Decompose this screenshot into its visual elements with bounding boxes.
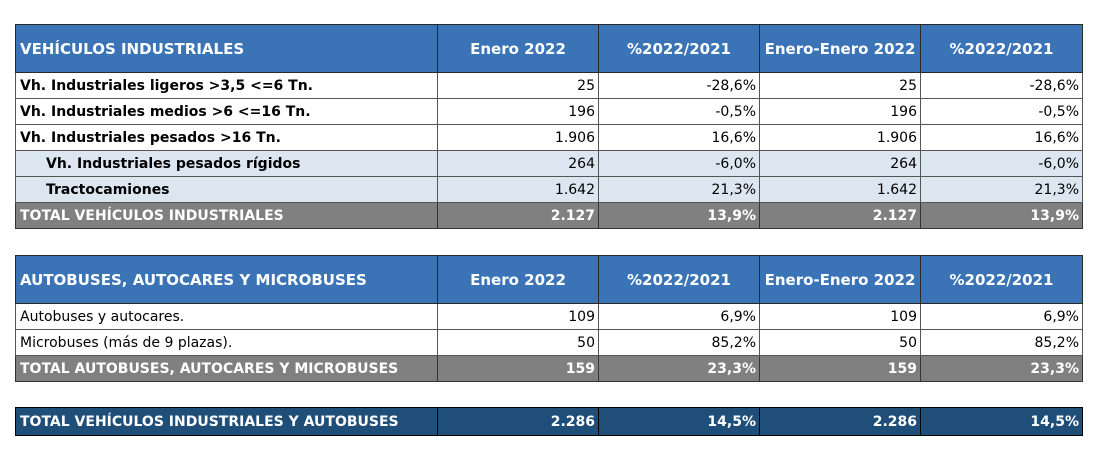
total-value: 23,3% <box>920 355 1083 382</box>
total-value: 13,9% <box>598 202 760 229</box>
cell-value: 1.642 <box>437 176 599 203</box>
cell-value: 1.906 <box>437 124 599 151</box>
row-label: Vh. Industriales pesados rígidos <box>15 150 438 177</box>
section-title: VEHÍCULOS INDUSTRIALES <box>15 24 438 73</box>
total-value: 23,3% <box>598 355 760 382</box>
column-header: Enero 2022 <box>437 24 599 73</box>
cell-value: 25 <box>437 72 599 99</box>
cell-value: 109 <box>437 303 599 330</box>
cell-value: 85,2% <box>920 329 1083 356</box>
column-header: %2022/2021 <box>920 24 1083 73</box>
table-header-row: AUTOBUSES, AUTOCARES Y MICROBUSES Enero … <box>15 255 1083 304</box>
grand-total-value: 2.286 <box>759 407 921 436</box>
cell-value: 16,6% <box>920 124 1083 151</box>
cell-value: 264 <box>437 150 599 177</box>
section-title: AUTOBUSES, AUTOCARES Y MICROBUSES <box>15 255 438 304</box>
column-header: Enero-Enero 2022 <box>759 24 921 73</box>
total-row: TOTAL VEHÍCULOS INDUSTRIALES 2.127 13,9%… <box>15 202 1083 229</box>
cell-value: -0,5% <box>920 98 1083 125</box>
table-row: Vh. Industriales ligeros >3,5 <=6 Tn. 25… <box>15 72 1083 99</box>
row-label: Vh. Industriales pesados >16 Tn. <box>15 124 438 151</box>
table-header-row: VEHÍCULOS INDUSTRIALES Enero 2022 %2022/… <box>15 24 1083 73</box>
row-label: Vh. Industriales ligeros >3,5 <=6 Tn. <box>15 72 438 99</box>
column-header: %2022/2021 <box>920 255 1083 304</box>
cell-value: -6,0% <box>598 150 760 177</box>
cell-value: 6,9% <box>598 303 760 330</box>
cell-value: 16,6% <box>598 124 760 151</box>
cell-value: 85,2% <box>598 329 760 356</box>
total-value: 13,9% <box>920 202 1083 229</box>
grand-total-table: TOTAL VEHÍCULOS INDUSTRIALES Y AUTOBUSES… <box>15 407 1083 436</box>
total-value: 2.127 <box>759 202 921 229</box>
cell-value: 21,3% <box>598 176 760 203</box>
table-row: Tractocamiones 1.642 21,3% 1.642 21,3% <box>15 176 1083 203</box>
column-header: %2022/2021 <box>598 24 760 73</box>
total-label: TOTAL AUTOBUSES, AUTOCARES Y MICROBUSES <box>15 355 438 382</box>
table-row: Vh. Industriales pesados >16 Tn. 1.906 1… <box>15 124 1083 151</box>
total-value: 159 <box>437 355 599 382</box>
cell-value: 1.642 <box>759 176 921 203</box>
cell-value: 50 <box>759 329 921 356</box>
column-header: %2022/2021 <box>598 255 760 304</box>
cell-value: -6,0% <box>920 150 1083 177</box>
cell-value: 1.906 <box>759 124 921 151</box>
total-value: 159 <box>759 355 921 382</box>
row-label: Vh. Industriales medios >6 <=16 Tn. <box>15 98 438 125</box>
cell-value: -28,6% <box>920 72 1083 99</box>
grand-total-row: TOTAL VEHÍCULOS INDUSTRIALES Y AUTOBUSES… <box>15 407 1083 436</box>
column-header: Enero-Enero 2022 <box>759 255 921 304</box>
row-label: Autobuses y autocares. <box>15 303 438 330</box>
cell-value: 6,9% <box>920 303 1083 330</box>
grand-total-value: 14,5% <box>598 407 760 436</box>
table-row: Vh. Industriales pesados rígidos 264 -6,… <box>15 150 1083 177</box>
table-row: Autobuses y autocares. 109 6,9% 109 6,9% <box>15 303 1083 330</box>
total-row: TOTAL AUTOBUSES, AUTOCARES Y MICROBUSES … <box>15 355 1083 382</box>
cell-value: 196 <box>437 98 599 125</box>
row-label: Tractocamiones <box>15 176 438 203</box>
cell-value: -28,6% <box>598 72 760 99</box>
row-label: Microbuses (más de 9 plazas). <box>15 329 438 356</box>
grand-total-label: TOTAL VEHÍCULOS INDUSTRIALES Y AUTOBUSES <box>15 407 438 436</box>
cell-value: 50 <box>437 329 599 356</box>
total-label: TOTAL VEHÍCULOS INDUSTRIALES <box>15 202 438 229</box>
grand-total-value: 14,5% <box>920 407 1083 436</box>
column-header: Enero 2022 <box>437 255 599 304</box>
cell-value: 21,3% <box>920 176 1083 203</box>
cell-value: -0,5% <box>598 98 760 125</box>
table-row: Vh. Industriales medios >6 <=16 Tn. 196 … <box>15 98 1083 125</box>
cell-value: 264 <box>759 150 921 177</box>
cell-value: 25 <box>759 72 921 99</box>
industrial-vehicles-table: VEHÍCULOS INDUSTRIALES Enero 2022 %2022/… <box>15 24 1083 229</box>
grand-total-value: 2.286 <box>437 407 599 436</box>
table-row: Microbuses (más de 9 plazas). 50 85,2% 5… <box>15 329 1083 356</box>
cell-value: 196 <box>759 98 921 125</box>
buses-table: AUTOBUSES, AUTOCARES Y MICROBUSES Enero … <box>15 255 1083 382</box>
cell-value: 109 <box>759 303 921 330</box>
total-value: 2.127 <box>437 202 599 229</box>
